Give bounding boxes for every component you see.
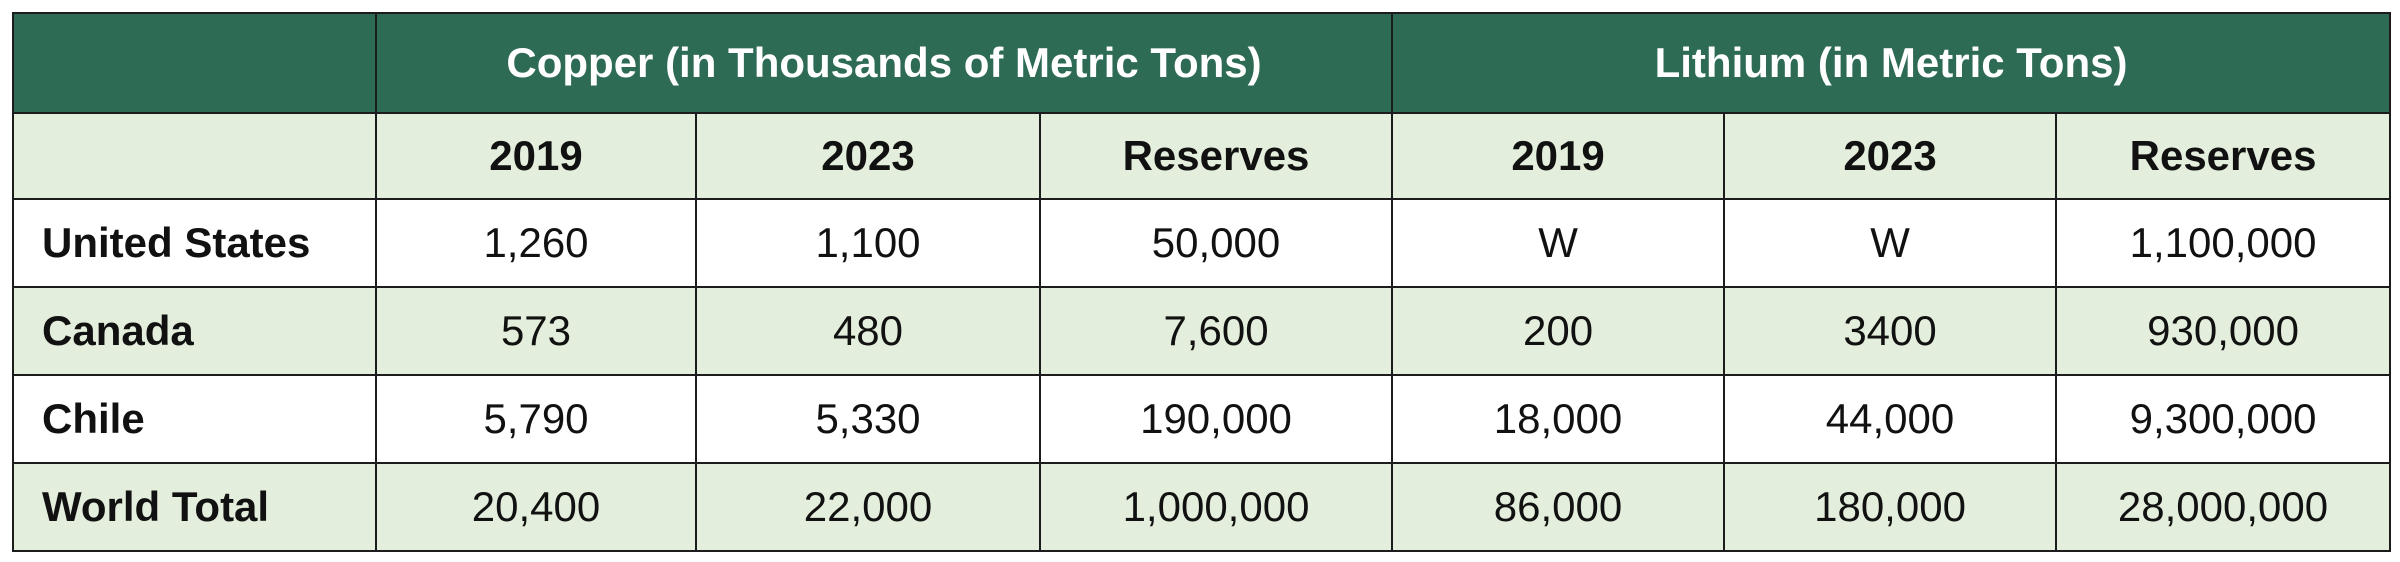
table-row: Canada 573 480 7,600 200 3400 930,000 xyxy=(12,286,2392,376)
table-cell: 190,000 xyxy=(1038,374,1394,464)
lithium-reserves-header: Reserves xyxy=(2055,112,2392,200)
table-cell: W xyxy=(1391,198,1726,288)
table-cell: 1,260 xyxy=(375,198,697,288)
table-cell: 1,100,000 xyxy=(2055,198,2392,288)
table-cell: 50,000 xyxy=(1038,198,1394,288)
table-cell: 5,790 xyxy=(375,374,697,464)
table-cell: 5,330 xyxy=(695,374,1041,464)
table-cell: 7,600 xyxy=(1038,286,1394,376)
row-label: United States xyxy=(12,198,377,288)
table-cell: W xyxy=(1723,198,2058,288)
table-cell: 22,000 xyxy=(695,462,1041,552)
row-label: Canada xyxy=(12,286,377,376)
row-label: Chile xyxy=(12,374,377,464)
table-cell: 930,000 xyxy=(2055,286,2392,376)
copper-2023-header: 2023 xyxy=(695,112,1041,200)
table-row: World Total 20,400 22,000 1,000,000 86,0… xyxy=(12,462,2392,552)
subheader-corner-cell xyxy=(12,112,377,200)
table-cell: 44,000 xyxy=(1723,374,2058,464)
table-cell: 1,100 xyxy=(695,198,1041,288)
copper-group-header: Copper (in Thousands of Metric Tons) xyxy=(374,12,1394,114)
copper-2019-header: 2019 xyxy=(375,112,697,200)
table-cell: 200 xyxy=(1391,286,1726,376)
table-cell: 18,000 xyxy=(1391,374,1726,464)
lithium-2019-header: 2019 xyxy=(1391,112,1726,200)
data-table-container: Copper (in Thousands of Metric Tons) Lit… xyxy=(12,12,2392,552)
table-cell: 9,300,000 xyxy=(2055,374,2392,464)
table-cell: 28,000,000 xyxy=(2055,462,2392,552)
table-row: Chile 5,790 5,330 190,000 18,000 44,000 … xyxy=(12,374,2392,464)
table-cell: 573 xyxy=(375,286,697,376)
table-cell: 20,400 xyxy=(375,462,697,552)
corner-cell xyxy=(12,12,377,114)
table-cell: 3400 xyxy=(1723,286,2058,376)
copper-lithium-table: Copper (in Thousands of Metric Tons) Lit… xyxy=(12,12,2392,552)
lithium-2023-header: 2023 xyxy=(1723,112,2058,200)
table-cell: 1,000,000 xyxy=(1038,462,1394,552)
table-cell: 180,000 xyxy=(1723,462,2058,552)
table-cell: 86,000 xyxy=(1391,462,1726,552)
lithium-group-header: Lithium (in Metric Tons) xyxy=(1391,12,2392,114)
table-row: United States 1,260 1,100 50,000 W W 1,1… xyxy=(12,198,2392,288)
table-cell: 480 xyxy=(695,286,1041,376)
group-header-row: Copper (in Thousands of Metric Tons) Lit… xyxy=(12,12,2392,114)
row-label: World Total xyxy=(12,462,377,552)
copper-reserves-header: Reserves xyxy=(1038,112,1394,200)
subheader-row: 2019 2023 Reserves 2019 2023 Reserves xyxy=(12,112,2392,200)
